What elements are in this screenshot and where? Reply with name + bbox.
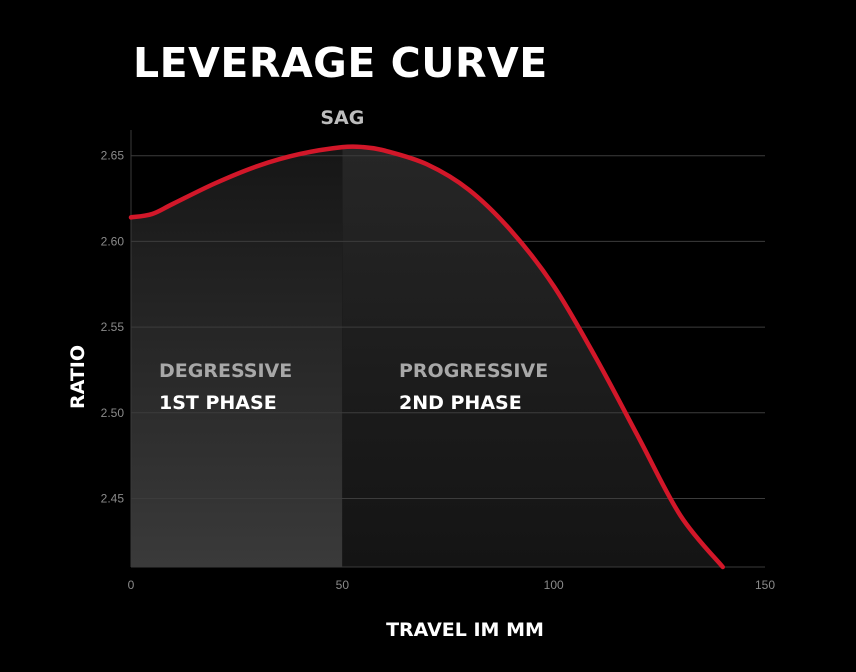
- leverage-ratio-line: [128, 144, 725, 570]
- y-axis-title: RATIO: [67, 345, 89, 409]
- degressive-area: [131, 147, 343, 567]
- chart-title: LEVERAGE CURVE: [133, 39, 548, 87]
- gridlines: [131, 155, 765, 499]
- x-tick-label: 0: [128, 578, 135, 592]
- progressive-label: PROGRESSIVE: [399, 360, 548, 382]
- x-tick-label: 150: [755, 578, 775, 592]
- x-axis-title: TRAVEL IM MM: [386, 619, 544, 641]
- x-tick-label: 50: [336, 578, 350, 592]
- y-tick-label: 2.50: [101, 406, 125, 420]
- first-phase-label: 1ST PHASE: [159, 392, 277, 414]
- y-tick-labels: 2.45 2.50 2.55 2.60 2.65: [101, 149, 125, 506]
- progressive-area: [342, 146, 723, 567]
- second-phase-label: 2ND PHASE: [399, 392, 522, 414]
- y-tick-label: 2.45: [101, 491, 125, 505]
- y-tick-label: 2.60: [101, 234, 125, 248]
- x-tick-label: 100: [544, 578, 564, 592]
- y-tick-label: 2.65: [101, 149, 125, 163]
- x-tick-labels: 0 50 100 150: [128, 578, 776, 592]
- phase-fill-layer: [131, 146, 723, 567]
- y-tick-label: 2.55: [101, 320, 125, 334]
- degressive-label: DEGRESSIVE: [159, 360, 292, 382]
- sag-label: SAG: [320, 107, 364, 129]
